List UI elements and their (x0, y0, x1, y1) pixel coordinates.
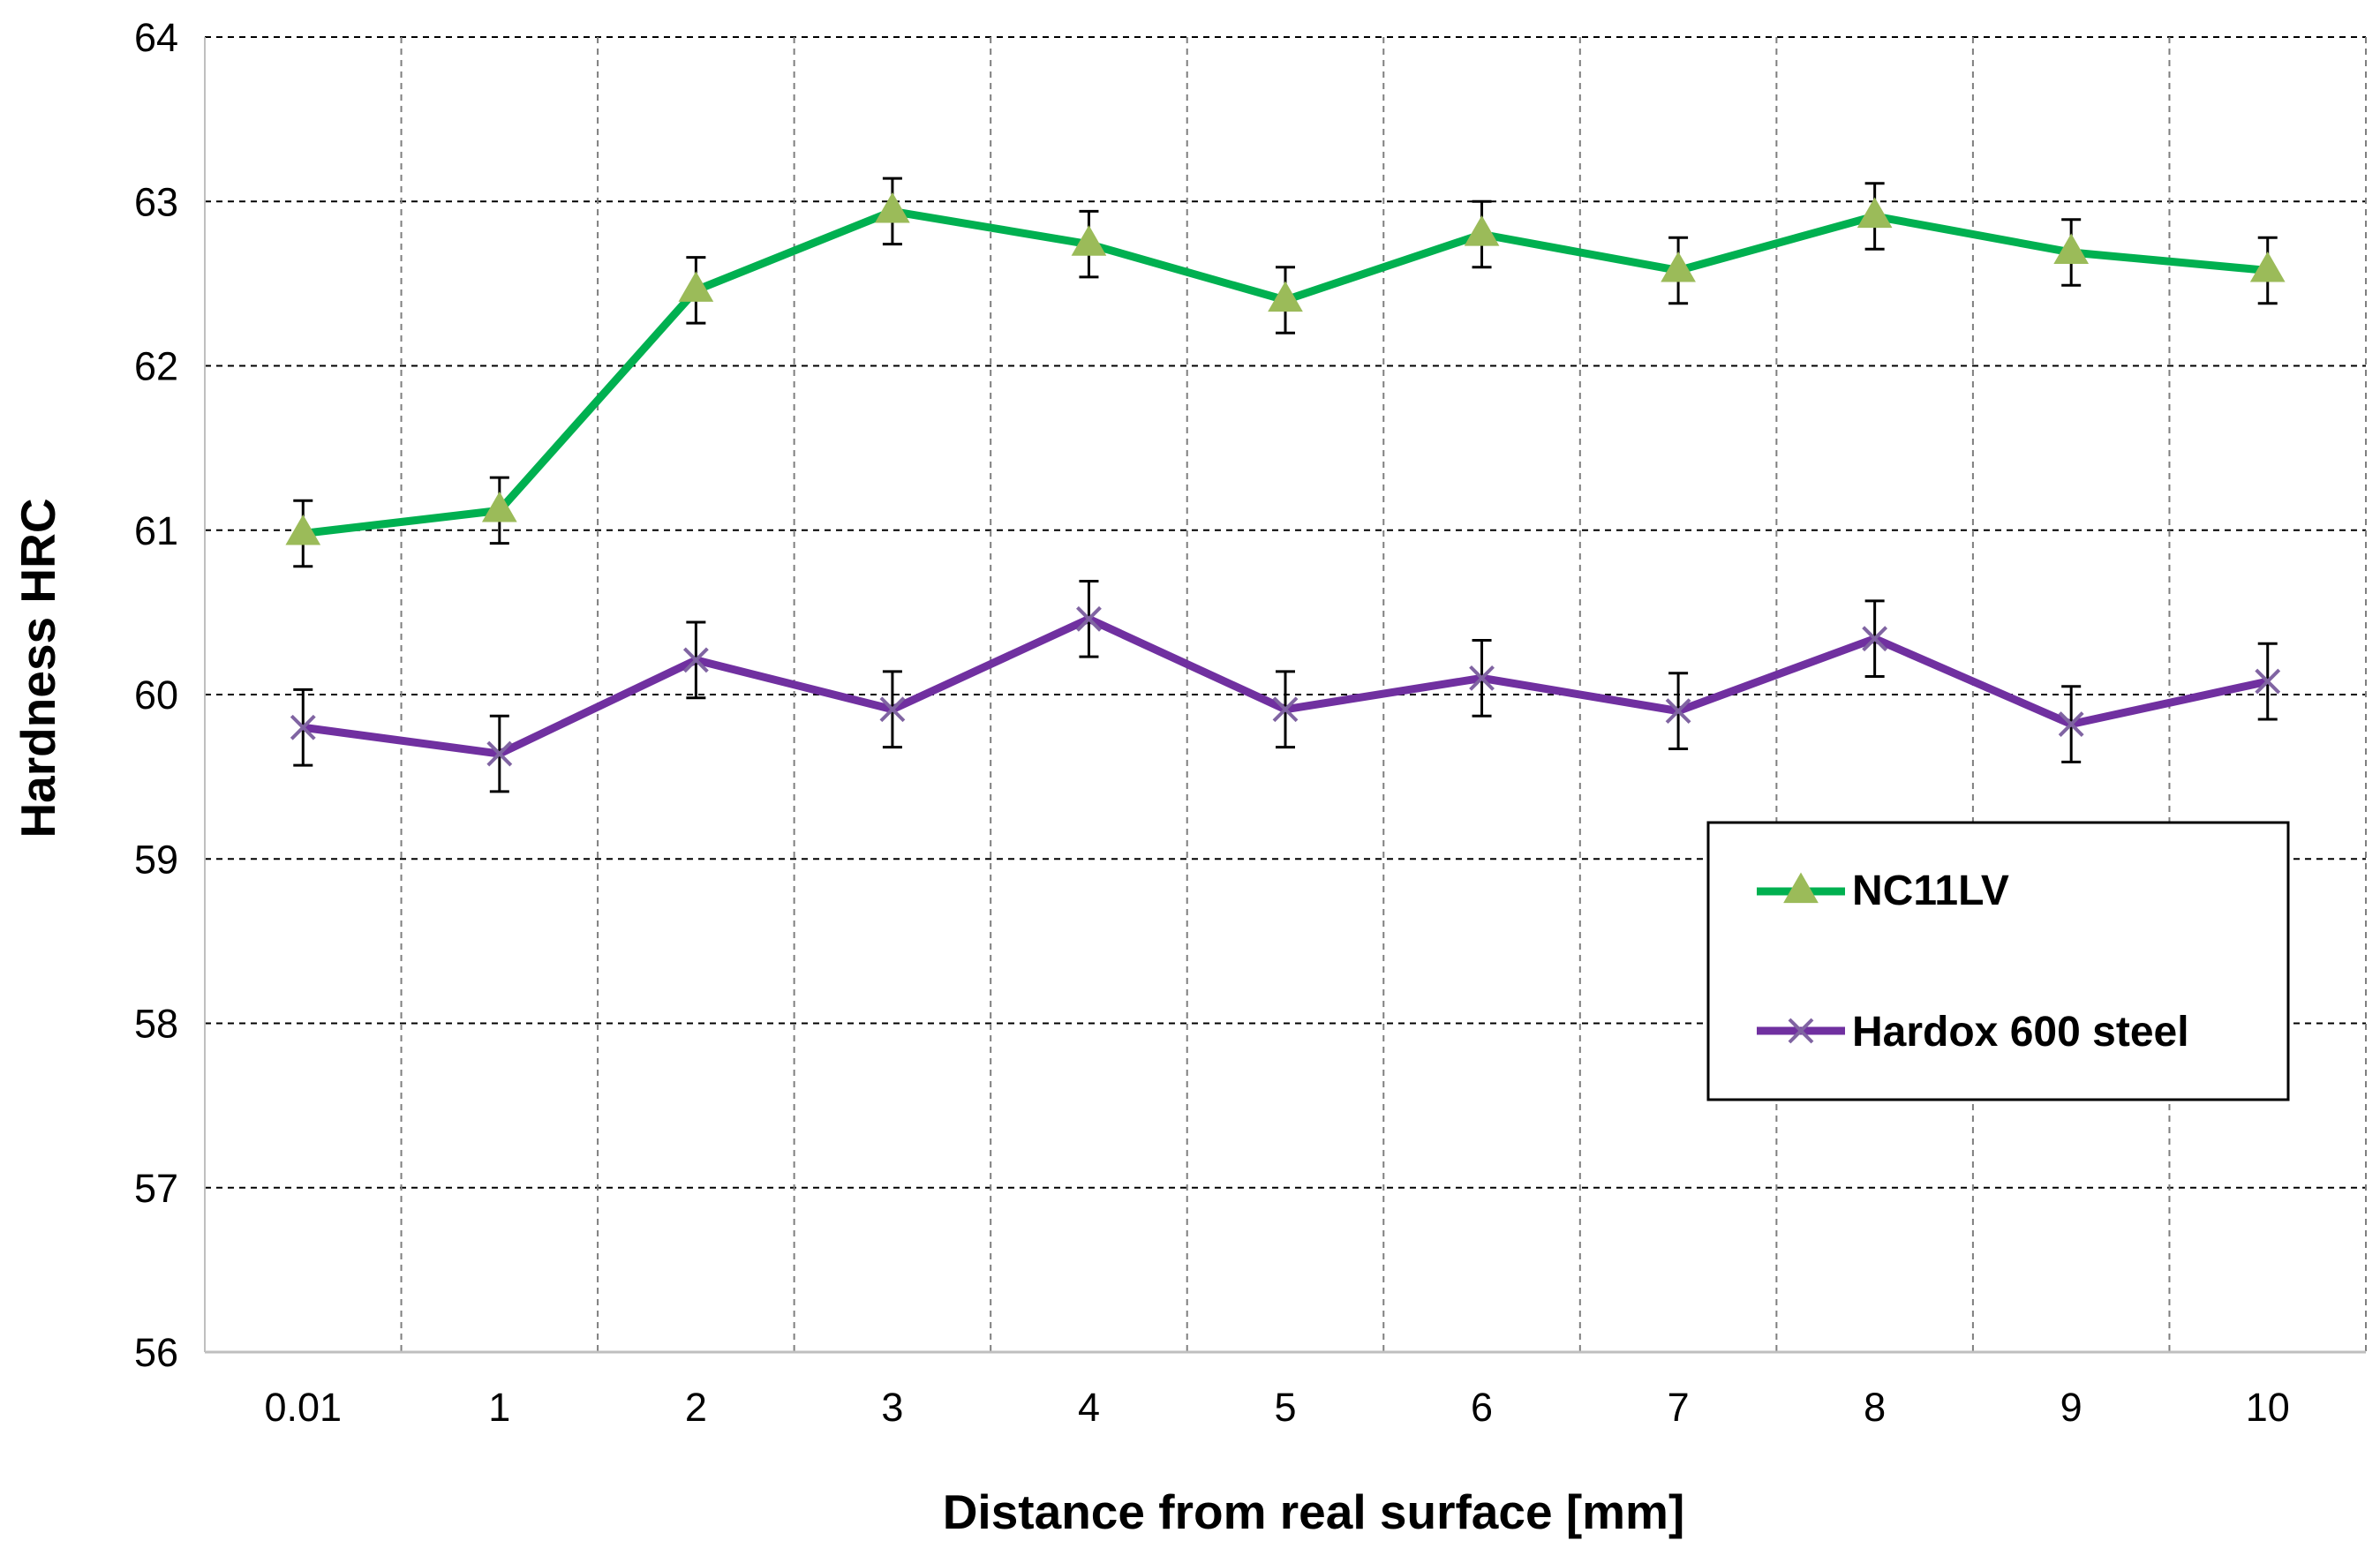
y-tick-label: 59 (134, 837, 178, 882)
y-axis-title: Hardness HRC (11, 498, 65, 838)
legend-marker-nc11lv (1783, 872, 1819, 904)
data-point (879, 696, 906, 723)
data-point (1857, 197, 1893, 229)
axes (204, 37, 2366, 1354)
legend-marker-hardox (1788, 1018, 1814, 1044)
series-layer (285, 177, 2286, 793)
x-tick-label: 1 (488, 1385, 510, 1430)
y-tick-label: 60 (134, 673, 178, 718)
y-tick-label: 63 (134, 179, 178, 224)
data-point (2255, 668, 2281, 695)
data-point (1272, 696, 1299, 723)
x-tick-label: 10 (2246, 1385, 2290, 1430)
data-point (1268, 281, 1303, 312)
data-point (2249, 251, 2286, 282)
legend-label-nc11lv: NC11LV (1852, 868, 2009, 914)
data-point (678, 271, 714, 302)
data-point (285, 514, 321, 545)
y-tick-label: 56 (134, 1330, 178, 1375)
x-tick-label: 6 (1471, 1385, 1493, 1430)
x-axis-title: Distance from real surface [mm] (943, 1484, 1685, 1539)
y-tick-label: 61 (134, 508, 178, 553)
legend-label-hardox: Hardox 600 steel (1852, 1009, 2189, 1056)
data-point (1469, 665, 1495, 691)
data-point (290, 714, 316, 740)
data-point (2058, 711, 2084, 737)
legend-items (1757, 872, 1845, 1044)
data-point (486, 740, 513, 767)
x-tick-label: 9 (2060, 1385, 2082, 1430)
data-point (682, 647, 709, 673)
x-tick-label: 5 (1274, 1385, 1296, 1430)
y-tick-label: 62 (134, 344, 178, 389)
x-tick-label: 4 (1078, 1385, 1100, 1430)
series-hardox-600-steel (290, 579, 2281, 793)
data-point (1862, 626, 1888, 652)
legend-box (1706, 821, 2290, 1101)
legend: NC11LV Hardox 600 steel (1706, 821, 2290, 1101)
series-nc11lv (285, 177, 2286, 568)
data-point (481, 491, 517, 522)
data-point (875, 192, 910, 223)
data-point (2053, 233, 2090, 265)
x-tick-label: 8 (1864, 1385, 1886, 1430)
data-point (1665, 698, 1691, 725)
y-tick-label: 58 (134, 1002, 178, 1047)
y-tick-label: 64 (134, 15, 178, 60)
x-tick-label: 7 (1668, 1385, 1690, 1430)
y-tick-label: 57 (134, 1166, 178, 1211)
data-point (1661, 251, 1696, 282)
data-point (1076, 605, 1102, 632)
data-point (1071, 225, 1107, 256)
grid (205, 36, 2367, 1352)
x-tick-label: 2 (685, 1385, 707, 1430)
x-tick-label: 0.01 (264, 1385, 342, 1430)
x-tick-label: 3 (881, 1385, 903, 1430)
data-point (1464, 214, 1500, 246)
